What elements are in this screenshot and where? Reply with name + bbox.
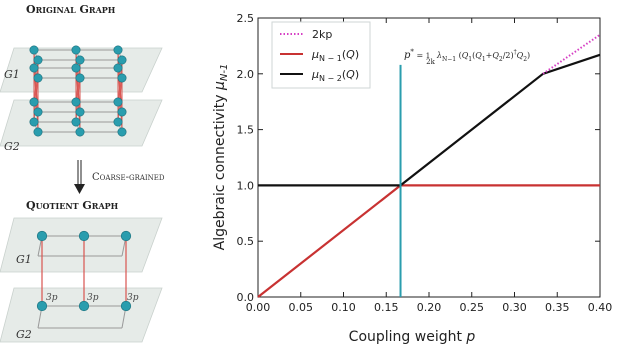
graph-node bbox=[29, 97, 39, 107]
x-tick-label: 0.25 bbox=[460, 301, 485, 314]
graph-node bbox=[113, 63, 123, 73]
graph-node bbox=[120, 230, 132, 242]
series-line-2 bbox=[258, 53, 601, 187]
edge-label-2: 3p bbox=[87, 293, 99, 303]
graph-node bbox=[29, 117, 39, 127]
graph-node bbox=[29, 45, 39, 55]
quotient-graph-title: Quotient Graph bbox=[26, 199, 119, 212]
quotient-g1-label: G1 bbox=[16, 253, 32, 266]
edge-label-3: 3p bbox=[127, 293, 139, 303]
graph-node bbox=[113, 117, 123, 127]
original-graph bbox=[29, 45, 127, 137]
x-tick-label: 0.00 bbox=[246, 301, 271, 314]
graph-node bbox=[117, 73, 127, 83]
original-g2-label: G2 bbox=[4, 140, 20, 153]
graph-node bbox=[71, 97, 81, 107]
x-tick-label: 0.35 bbox=[545, 301, 570, 314]
graph-node bbox=[36, 300, 48, 312]
graph-node bbox=[78, 230, 90, 242]
original-g1-label: G1 bbox=[4, 68, 20, 81]
chart: 0.00 0.05 0.10 0.15 0.20 0.25 0.30 0.35 0.40 0.0 0… bbox=[212, 12, 612, 345]
graph-node bbox=[71, 117, 81, 127]
y-tick-label: 2.0 bbox=[237, 68, 255, 81]
x-axis-title: Coupling weight p bbox=[349, 329, 476, 345]
x-tick-label: 0.20 bbox=[417, 301, 442, 314]
x-tick-label: 0.05 bbox=[289, 301, 314, 314]
graph-node bbox=[36, 230, 48, 242]
graph-node bbox=[75, 127, 85, 137]
graph-node bbox=[113, 97, 123, 107]
y-tick-label: 1.5 bbox=[237, 124, 255, 137]
graph-node bbox=[33, 107, 43, 117]
graph-node bbox=[117, 127, 127, 137]
graph-node bbox=[120, 300, 132, 312]
p-star-formula: p* = 1 2kλN−1 (Q1(Q1+Q2/2)†Q2) bbox=[404, 48, 530, 66]
coarse-grained-arrow-icon bbox=[74, 160, 85, 194]
graph-node bbox=[33, 127, 43, 137]
graph-node bbox=[78, 300, 90, 312]
graph-node bbox=[33, 73, 43, 83]
series-line-1 bbox=[257, 184, 600, 298]
graph-node bbox=[75, 55, 85, 65]
coarse-grained-label: Coarse-grained bbox=[92, 172, 165, 183]
graph-node bbox=[71, 45, 81, 55]
p-star-annotation: p* = 1 2kλN−1 (Q1(Q1+Q2/2)†Q2) bbox=[404, 48, 530, 66]
graph-node bbox=[29, 63, 39, 73]
y-tick-label: 2.5 bbox=[237, 12, 255, 25]
series-line-0 bbox=[542, 33, 601, 75]
graph-node bbox=[117, 55, 127, 65]
x-tick-label: 0.10 bbox=[331, 301, 356, 314]
y-tick-label: 0.5 bbox=[237, 235, 255, 248]
graph-node bbox=[117, 107, 127, 117]
legend: 2kp μN − 1(Q) μN − 2(Q) bbox=[271, 21, 371, 89]
y-tick-label: 0.0 bbox=[237, 291, 255, 304]
original-graph-title: Original Graph bbox=[26, 3, 116, 16]
y-tick-label: 1.0 bbox=[237, 179, 255, 192]
graph-node bbox=[75, 107, 85, 117]
y-axis-title: Algebraic connectivity μN-1 bbox=[212, 64, 230, 251]
x-tick-label: 0.30 bbox=[502, 301, 527, 314]
x-tick-label: 0.40 bbox=[588, 301, 613, 314]
graph-node bbox=[75, 73, 85, 83]
graph-node bbox=[113, 45, 123, 55]
axis-ticks: 0.00 0.05 0.10 0.15 0.20 0.25 0.30 0.35 0.40 0.0 0… bbox=[237, 12, 613, 314]
left-panel: Original Graph G1 G2 Coarse-grained Quot… bbox=[0, 3, 165, 343]
quotient-g2-label: G2 bbox=[16, 328, 32, 341]
x-tick-label: 0.15 bbox=[374, 301, 399, 314]
legend-label-mu1: μN − 1(Q) bbox=[311, 48, 359, 63]
graph-node bbox=[71, 63, 81, 73]
legend-label-2kp: 2kp bbox=[312, 28, 332, 41]
quotient-graph bbox=[36, 230, 132, 329]
legend-label-mu2: μN − 2(Q) bbox=[311, 68, 359, 83]
g1-plane bbox=[0, 47, 163, 93]
graph-node bbox=[33, 55, 43, 65]
edge-label-1: 3p bbox=[46, 293, 58, 303]
g2-plane bbox=[0, 99, 163, 147]
